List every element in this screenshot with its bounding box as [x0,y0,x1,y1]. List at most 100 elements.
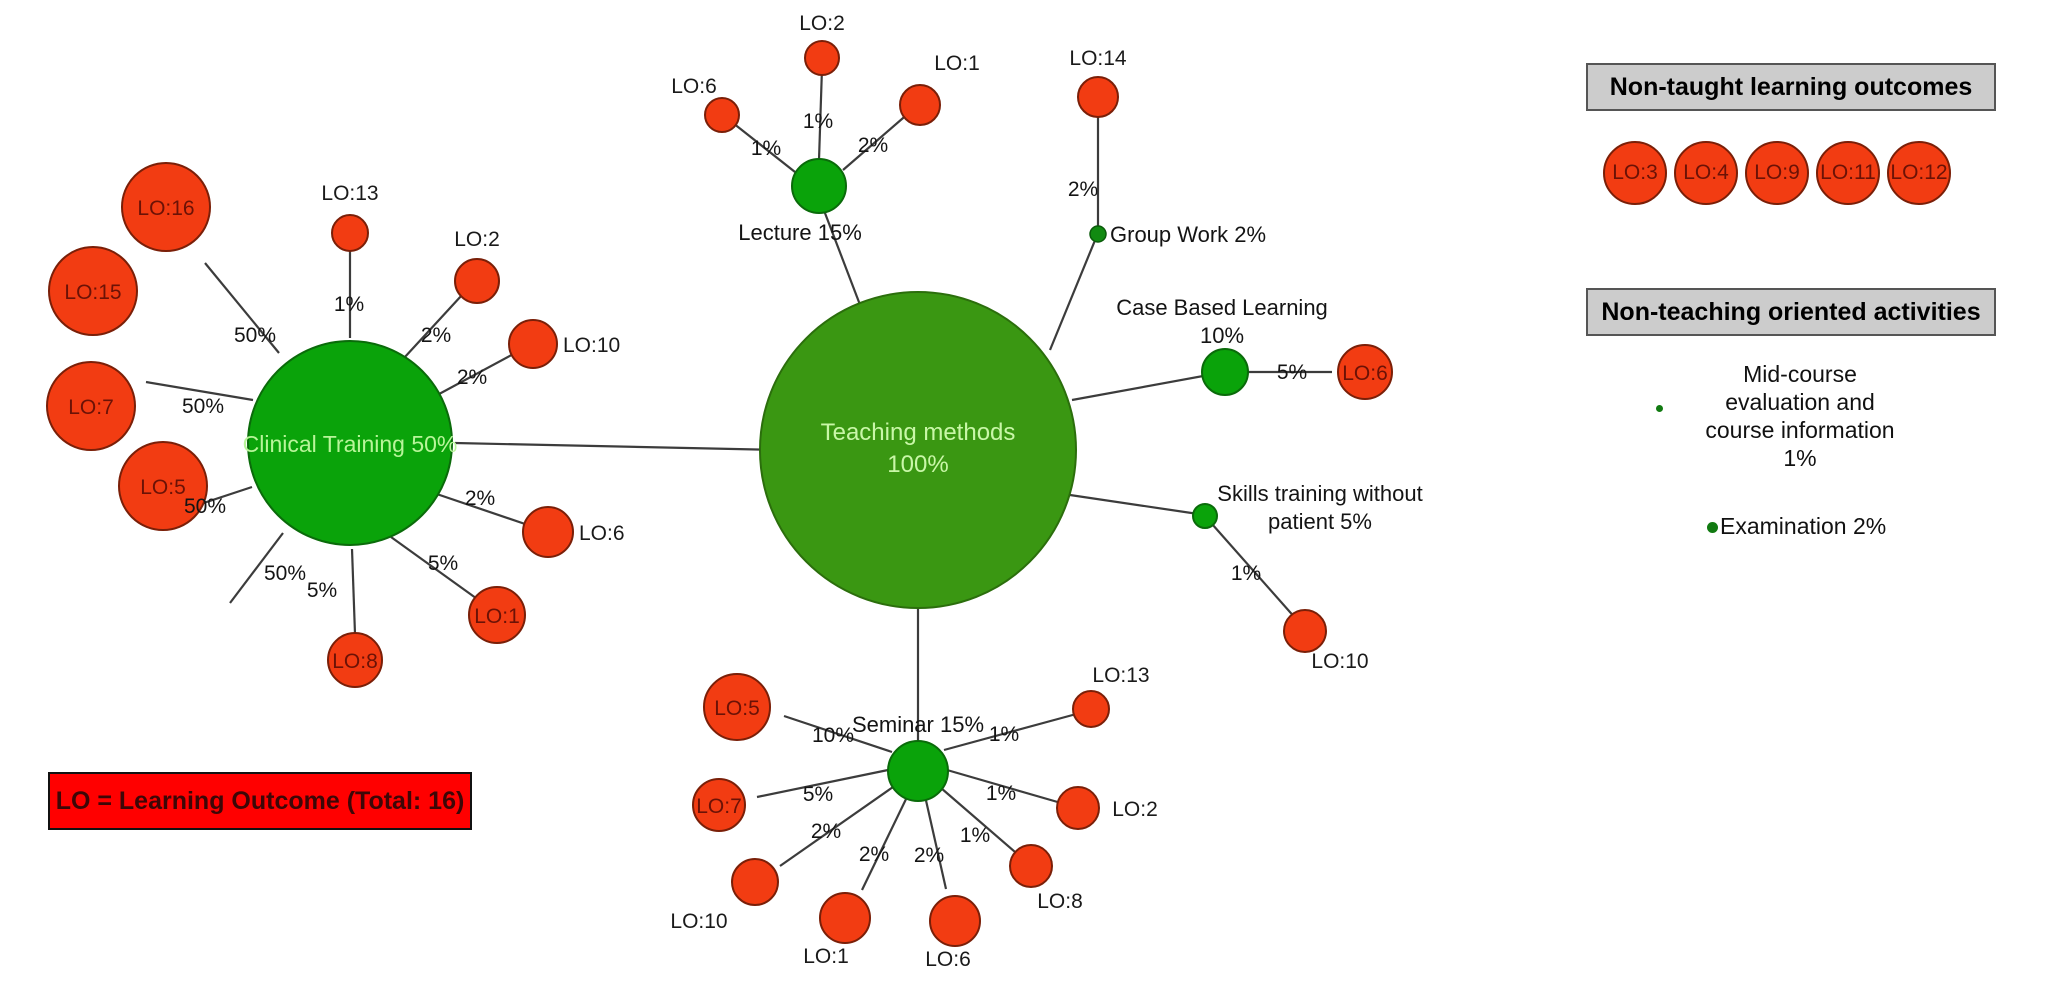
edge-label-clinical-lo13: 1% [334,293,364,316]
node-lecture-lo2[interactable] [804,40,840,76]
node-group-work[interactable] [1089,225,1107,243]
panel-header-non-taught: Non-taught learning outcomes [1586,63,1996,111]
node-lecture-lo1[interactable] [899,84,941,126]
node-seminar-lo5-label: LO:5 [714,697,760,720]
edge-root-cbl [1071,370,1226,402]
node-seminar-lo7-label: LO:7 [696,795,742,818]
edge-label-skills-lo10: 1% [1231,562,1261,585]
node-skills-label-line1: Skills training without [1217,481,1422,506]
node-clinical-lo15-label: LO:15 [64,281,121,304]
node-teaching-methods[interactable] [759,291,1077,609]
node-groupwork-lo14[interactable] [1077,76,1119,118]
activity-mid-course-evaluation: Mid-course evaluation and course informa… [1656,360,1930,472]
skills-training-cluster: Skills training without patient 5% LO:10… [1192,481,1423,673]
edge-label-seminar-lo1: 2% [859,843,889,866]
node-clinical-training[interactable] [247,340,453,546]
edge-seminar-lo8 [940,787,1023,859]
node-cbl-lo6-label: LO:6 [1342,362,1388,385]
node-clinical-lo8-label: LO:8 [332,650,378,673]
chip-lo11[interactable]: LO:11 [1816,141,1880,205]
node-seminar-lo8-label: LO:8 [1037,890,1083,913]
node-cbl-label-line1: Case Based Learning [1116,295,1328,320]
edge-clinical-lo5 [229,532,284,604]
chip-lo3[interactable]: LO:3 [1603,141,1667,205]
node-cbl-label-line2: 10% [1200,323,1244,348]
activity-examination-label: Examination 2% [1720,513,1887,539]
node-skills-lo10[interactable] [1283,609,1327,653]
node-lecture-lo1-label: LO:1 [934,52,980,75]
node-clinical-lo10[interactable] [508,319,558,369]
node-seminar-lo5[interactable] [703,673,771,741]
node-seminar-lo1-label: LO:1 [803,945,849,968]
edge-lecture-lo2 [817,67,824,161]
lecture-cluster: Lecture 15% LO:6 LO:2 LO:1 1% 1% 2% [671,12,980,245]
edge-skills-lo10 [1211,523,1298,621]
node-lecture[interactable] [791,158,847,214]
node-seminar-lo10-label: LO:10 [670,910,727,933]
edge-root-lecture [818,199,864,311]
node-case-based-learning[interactable] [1201,348,1249,396]
edge-root-groupwork [1048,232,1100,351]
edge-seminar-lo7 [756,768,889,799]
edge-label-seminar-lo7: 5% [803,783,833,806]
node-seminar-lo6[interactable] [929,895,981,947]
node-seminar-lo1[interactable] [819,892,871,944]
node-clinical-lo15[interactable] [48,246,138,336]
edge-label-lecture-lo6: 1% [751,137,781,160]
edge-seminar-lo5 [783,714,893,754]
node-seminar-lo2-label: LO:2 [1112,798,1158,821]
node-clinical-lo2[interactable] [454,258,500,304]
edge-seminar-lo6 [923,795,948,890]
edge-seminar-lo13 [943,711,1081,752]
chip-lo9[interactable]: LO:9 [1745,141,1809,205]
node-clinical-lo13[interactable] [331,214,369,252]
node-clinical-lo13-label: LO:13 [321,182,378,205]
edge-clinical-lo10 [427,351,518,401]
edge-label-seminar-lo13: 1% [989,723,1019,746]
edge-label-clinical-lo16: 50% [234,324,276,347]
green-dot-small-icon [1656,405,1663,412]
edge-root-clinical [454,441,781,452]
node-skills-training[interactable] [1192,503,1218,529]
node-groupwork-lo14-label: LO:14 [1069,47,1127,70]
edge-label-lecture-lo2: 1% [803,110,833,133]
node-clinical-lo8[interactable] [327,632,383,688]
node-clinical-lo1[interactable] [468,586,526,644]
chip-lo12[interactable]: LO:12 [1887,141,1951,205]
node-clinical-lo16-label: LO:16 [137,197,194,220]
node-clinical-lo16[interactable] [121,162,211,252]
edge-clinical-lo6 [421,487,529,527]
node-cbl-lo6[interactable] [1337,344,1393,400]
edge-seminar-lo2 [946,768,1069,807]
edge-seminar-lo1 [861,794,909,891]
node-seminar-lo2[interactable] [1056,786,1100,830]
edge-label-groupwork-lo14: 2% [1068,178,1098,201]
node-lecture-lo6[interactable] [704,97,740,133]
node-clinical-lo5[interactable] [118,441,208,531]
node-seminar-lo10[interactable] [731,858,779,906]
edge-label-cbl-lo6: 5% [1277,361,1307,384]
node-seminar-lo8[interactable] [1009,844,1053,888]
node-seminar-label: Seminar 15% [852,712,984,737]
node-seminar-lo13-label: LO:13 [1092,664,1149,687]
node-seminar[interactable] [887,740,949,802]
node-clinical-lo2-label: LO:2 [454,228,500,251]
activity-mid-course-line2: evaluation and [1725,389,1875,415]
node-seminar-lo13[interactable] [1072,690,1110,728]
activity-examination: Examination 2% [1707,513,1886,540]
node-lecture-lo6-label: LO:6 [671,75,717,98]
root-edges [454,199,1226,755]
node-teaching-methods-line1: Teaching methods [821,419,1016,446]
activity-mid-course-line3: course information [1705,417,1895,443]
clinical-training-cluster: Clinical Training 50% LO:16 LO:15 LO:7 L… [46,162,625,688]
node-clinical-training-label: Clinical Training 50% [243,431,458,457]
node-clinical-lo7[interactable] [46,361,136,451]
edge-label-clinical-lo5: 50% [264,562,306,585]
node-lecture-lo2-label: LO:2 [799,12,845,35]
node-seminar-lo7[interactable] [692,778,746,832]
chip-lo4[interactable]: LO:4 [1674,141,1738,205]
node-clinical-lo6[interactable] [522,506,574,558]
node-clinical-lo7-label: LO:7 [68,396,114,419]
legend-learning-outcome-key: LO = Learning Outcome (Total: 16) [48,772,472,830]
